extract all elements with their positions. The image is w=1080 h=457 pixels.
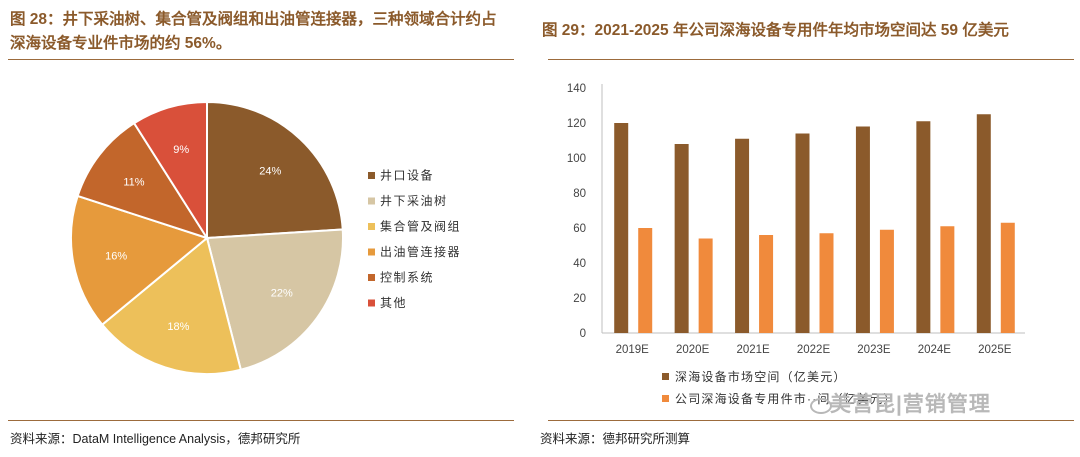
pie-slice-6 (132, 100, 208, 242)
pie-slice-5 (76, 121, 210, 240)
pie-slice-3 (100, 236, 243, 375)
pie-slice-1 (206, 100, 344, 240)
legend-swatch (368, 299, 375, 307)
legend-swatch (662, 395, 669, 402)
pie-value-label: 9% (173, 144, 189, 156)
bar-market-2022E (795, 133, 810, 333)
left-source-note: 资料来源：DataM Intelligence Analysis，德邦研究所 (10, 432, 301, 446)
legend-label: 公司深海设备专用件市··间（亿美元） (675, 391, 897, 406)
bar-market-2023E (855, 126, 870, 333)
bar-company-2025E (1000, 222, 1015, 333)
y-tick-label: 80 (573, 188, 586, 200)
bar-market-2019E (614, 123, 629, 333)
x-tick-label: 2022E (797, 344, 831, 356)
y-tick-label: 20 (573, 293, 586, 305)
x-tick-label: 2025E (978, 344, 1012, 356)
legend-label: 深海设备市场空间（亿美元） (675, 369, 847, 384)
pie-value-label: 24% (259, 166, 281, 178)
pie-slice-2 (205, 228, 344, 371)
legend-label: 出油管连接器 (380, 244, 461, 259)
bar-market-2024E (916, 121, 931, 333)
legend-swatch (662, 373, 669, 380)
bar-market-2025E (976, 114, 991, 333)
bar-company-2023E (879, 229, 894, 333)
left-title-rule (8, 59, 514, 60)
y-tick-label: 120 (567, 118, 586, 130)
y-tick-label: 40 (573, 258, 586, 270)
pie-slice-4 (70, 194, 210, 327)
x-tick-label: 2020E (676, 344, 710, 356)
watermark-text: 美营昆|营销管理 (830, 393, 991, 416)
legend-swatch (368, 197, 375, 205)
pie-chart: 24% 22% 18% 16% 11% 9% 井口设备井下采油树集合管及阀组出油管连接器控制… (70, 100, 461, 375)
pie-value-label: 18% (167, 321, 189, 333)
bar-company-2019E (638, 228, 653, 333)
bar-company-2024E (940, 226, 955, 333)
pie-value-label: 16% (105, 250, 127, 262)
left-source-rule (8, 420, 514, 421)
pie-value-label: 22% (271, 287, 293, 299)
right-source-note: 资料来源：德邦研究所测算 (540, 432, 691, 446)
legend-swatch (368, 274, 375, 281)
pie-value-label: 11% (123, 176, 144, 188)
legend-swatch (368, 172, 375, 179)
bar-company-2022E (819, 233, 834, 333)
legend-label: 集合管及阀组 (380, 219, 461, 234)
right-source-rule (548, 420, 1074, 421)
bar-company-2021E (759, 235, 774, 333)
y-tick-label: 140 (567, 83, 586, 95)
legend-swatch (368, 248, 375, 256)
right-figure-title: 图 29：2021-2025 年公司深海设备专用件年均市场空间达 59 亿美元 (542, 22, 1009, 39)
right-title-rule (548, 59, 1074, 60)
y-tick-label: 0 (580, 328, 586, 340)
x-tick-label: 2024E (918, 344, 952, 356)
left-figure-title: 图 28：井下采油树、集合管及阀组和出油管连接器，三种领域合计约占深海设备专业件… (10, 11, 497, 52)
legend-label: 井口设备 (380, 169, 434, 183)
bar-market-2020E (674, 144, 689, 333)
x-tick-label: 2021E (736, 344, 770, 356)
legend-label: 井下采油树 (380, 193, 448, 208)
wechat-icon (810, 398, 832, 414)
x-tick-label: 2019E (616, 344, 650, 356)
legend-label: 其他 (380, 296, 407, 310)
y-tick-label: 60 (573, 223, 586, 235)
bar-chart: 0 20 40 60 80 100 120 140 2019E 2020E 2021E 2022E 20… (567, 83, 1025, 406)
x-tick-label: 2023E (857, 344, 891, 356)
right-figure: 图 29：2021-2025 年公司深海设备专用件年均市场空间达 59 亿美元 … (540, 0, 1080, 457)
bar-company-2020E (698, 238, 713, 333)
legend-swatch (368, 223, 375, 230)
left-figure: 图 28：井下采油树、集合管及阀组和出油管连接器，三种领域合计约占深海设备专业件… (0, 0, 520, 457)
y-tick-label: 100 (567, 153, 586, 165)
legend-label: 控制系统 (380, 271, 434, 285)
bar-market-2021E (735, 138, 750, 333)
